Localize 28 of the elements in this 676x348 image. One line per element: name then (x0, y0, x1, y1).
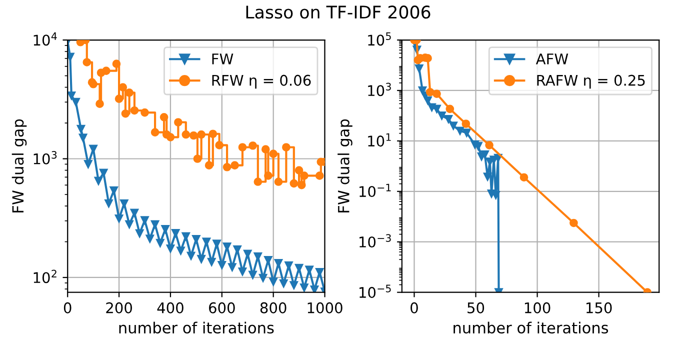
x-tick-label: 50 (468, 302, 484, 314)
y-tick-label: 10$^{2}$ (34, 270, 56, 284)
y-tick-label: 10$^{3}$ (368, 82, 391, 96)
y-axis-title: FW dual gap (338, 119, 352, 212)
x-tick-label: 100 (524, 302, 550, 314)
x-tick-label: 400 (157, 302, 184, 314)
x-tick-label: 800 (260, 302, 286, 314)
x-tick-label: 600 (209, 302, 235, 314)
legend-label: AFW (536, 54, 568, 64)
y-tick-label: 10$^{−1}$ (360, 184, 391, 198)
x-tick-label: 1000 (308, 302, 342, 314)
x-tick-label: 0 (410, 302, 418, 314)
x-tick-label: 200 (106, 302, 132, 314)
y-axis-title: FW dual gap (12, 119, 27, 212)
chart-title: Lasso on TF-IDF 2006 (246, 6, 430, 19)
x-axis-title: number of iterations (454, 322, 608, 334)
y-tick-label: 10$^{1}$ (368, 133, 391, 147)
legend-label: FW (212, 54, 234, 64)
y-tick-label: 10$^{3}$ (34, 151, 57, 164)
y-tick-label: 10$^{−5}$ (360, 284, 391, 298)
y-tick-label: 10$^{−3}$ (360, 234, 391, 248)
y-tick-label: 10$^{4}$ (34, 32, 57, 46)
legend-label: RAFW η = 0.25 (537, 74, 645, 89)
x-axis-title: number of iterations (119, 322, 274, 334)
legend-label: RFW η = 0.06 (212, 74, 311, 89)
x-tick-label: 150 (586, 302, 612, 314)
y-tick-label: 10$^{5}$ (368, 32, 391, 46)
x-tick-label: 0 (64, 302, 72, 314)
